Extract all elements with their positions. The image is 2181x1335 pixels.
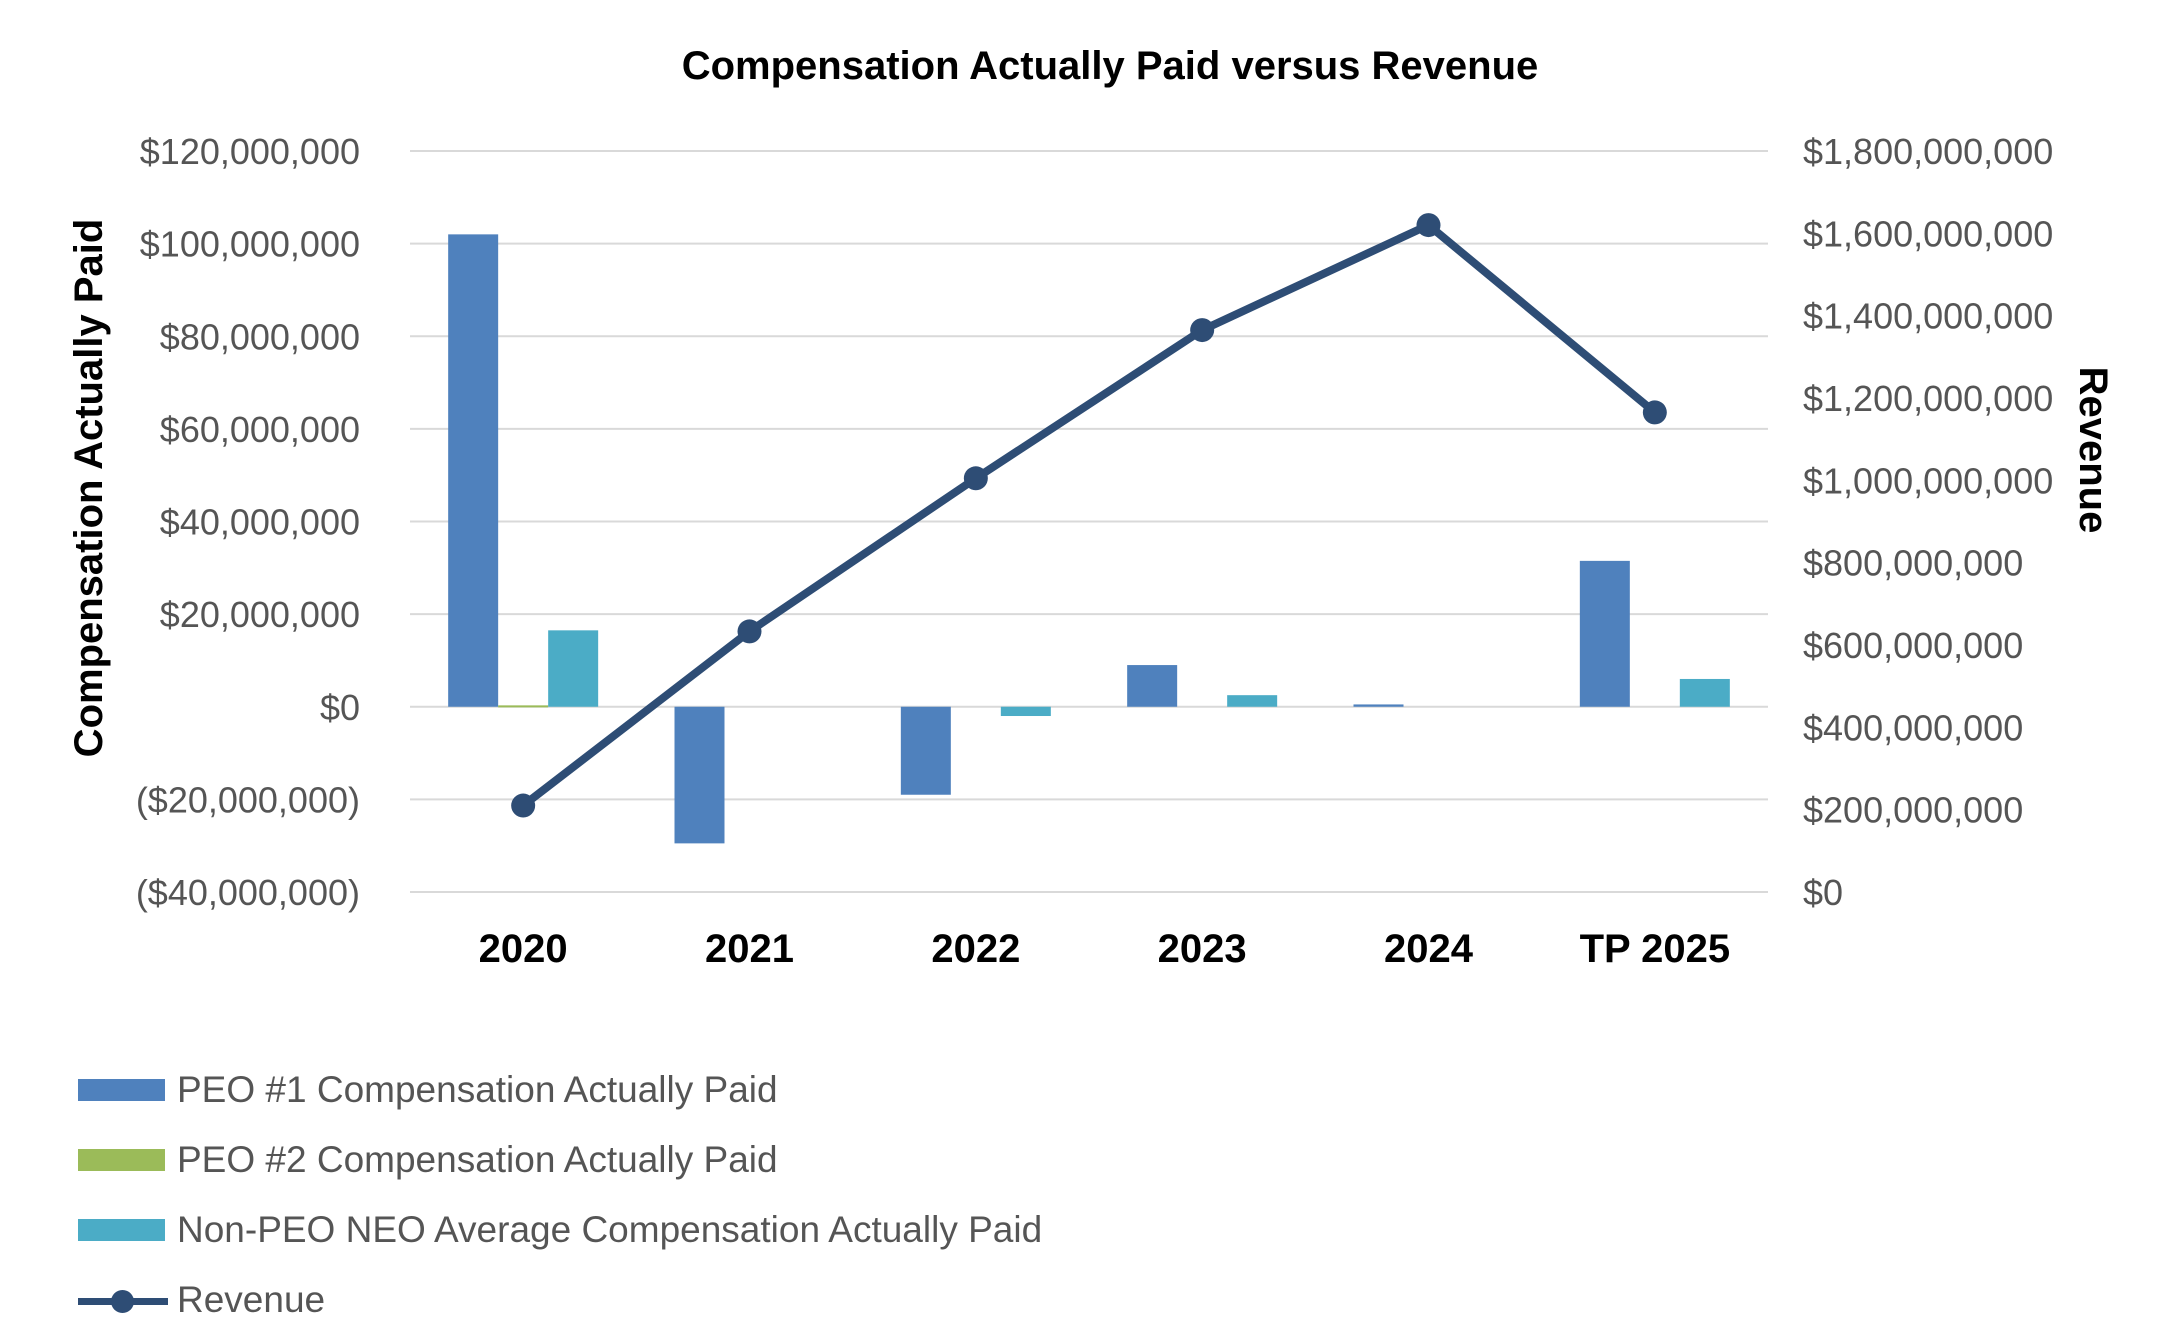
bar [1227,695,1278,707]
y-tick-label: $40,000,000 [160,502,360,543]
y2-tick-label: $1,200,000,000 [1803,378,2053,419]
gridlines [410,150,1768,893]
legend-label-peo1: PEO #1 Compensation Actually Paid [177,1069,778,1110]
bar [1000,706,1051,717]
y-tick-label: $0 [320,687,360,728]
revenue-line [511,213,1667,818]
legend-label-revenue: Revenue [177,1279,326,1320]
y2-tick-label: $400,000,000 [1803,707,2023,748]
legend-label-peo2: PEO #2 Compensation Actually Paid [177,1139,778,1180]
x-tick-label: 2021 [705,927,794,971]
chart-title: Compensation Actually Paid versus Revenu… [682,44,1539,88]
bar [1679,678,1730,707]
legend-label-non-peo: Non-PEO NEO Average Compensation Actuall… [177,1209,1043,1250]
y-tick-label: ($40,000,000) [136,872,360,913]
y2-tick-label: $1,400,000,000 [1803,296,2053,337]
y2-tick-label: $1,000,000,000 [1803,460,2053,501]
revenue-point [737,619,762,644]
left-axis-ticks: $120,000,000 $100,000,000 $80,000,000 $60,0… [136,131,360,913]
y-axis-label: Compensation Actually Paid [67,219,111,758]
x-tick-label: TP 2025 [1580,927,1731,971]
y-tick-label: $60,000,000 [160,409,360,450]
bar [448,234,499,707]
y2-tick-label: $200,000,000 [1803,790,2023,831]
legend-swatch-non-peo [78,1219,165,1241]
y-tick-label: $100,000,000 [140,224,360,265]
x-tick-label: 2024 [1384,927,1474,971]
y-tick-label: $20,000,000 [160,594,360,635]
bar [548,630,599,707]
bar [498,705,549,708]
y-tick-label: $80,000,000 [160,316,360,357]
legend-swatch-peo1 [78,1079,165,1101]
y2-tick-label: $1,600,000,000 [1803,213,2053,254]
bar [900,706,951,795]
y2-tick-label: $1,800,000,000 [1803,131,2053,172]
right-axis-ticks: $1,800,000,000 $1,600,000,000 $1,400,000,0… [1803,131,2053,913]
revenue-point [1642,400,1667,425]
y2-tick-label: $800,000,000 [1803,543,2023,584]
x-axis-ticks: 2020 2021 2022 2023 2024 TP 2025 [479,927,1730,971]
bar [674,706,725,844]
y2-tick-label: $0 [1803,872,1843,913]
x-tick-label: 2022 [931,927,1020,971]
revenue-point [511,793,536,818]
y2-axis-label: Revenue [2071,367,2115,534]
revenue-line-path [520,221,1658,809]
y-tick-label: $120,000,000 [140,131,360,172]
bar [1127,665,1178,707]
x-tick-label: 2020 [479,927,568,971]
y2-tick-label: $600,000,000 [1803,625,2023,666]
revenue-point [1416,213,1441,238]
revenue-point [963,466,988,491]
legend-swatch-peo2 [78,1149,165,1171]
legend-marker-revenue [111,1290,134,1313]
y-tick-label: ($20,000,000) [136,779,360,820]
bar [1353,704,1404,707]
bars [448,234,1730,844]
revenue-point [1190,318,1215,343]
x-tick-label: 2023 [1158,927,1247,971]
bar [1579,560,1630,707]
